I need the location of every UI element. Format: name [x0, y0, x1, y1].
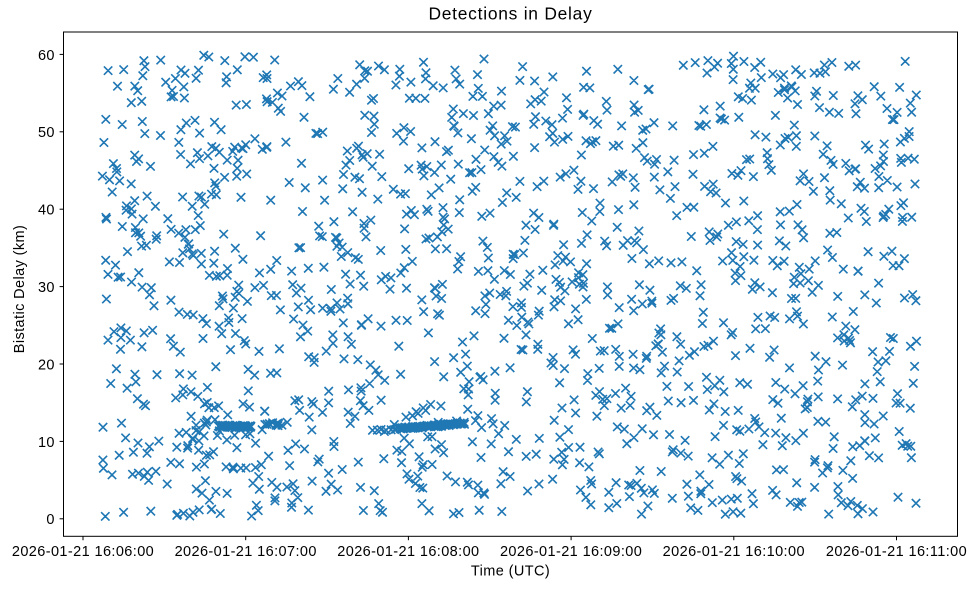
svg-text:2026-01-21 16:07:00: 2026-01-21 16:07:00	[175, 544, 317, 560]
svg-text:20: 20	[38, 357, 55, 373]
svg-text:0: 0	[46, 512, 54, 528]
svg-text:Bistatic Delay (km): Bistatic Delay (km)	[12, 225, 28, 353]
svg-text:40: 40	[38, 203, 55, 219]
svg-text:2026-01-21 16:08:00: 2026-01-21 16:08:00	[337, 544, 479, 560]
svg-text:60: 60	[38, 48, 55, 64]
svg-text:10: 10	[38, 435, 55, 451]
svg-text:30: 30	[38, 280, 55, 296]
svg-text:2026-01-21 16:10:00: 2026-01-21 16:10:00	[663, 544, 805, 560]
svg-text:2026-01-21 16:06:00: 2026-01-21 16:06:00	[12, 544, 154, 560]
svg-text:Detections in Delay: Detections in Delay	[428, 4, 592, 24]
svg-text:50: 50	[38, 125, 55, 141]
svg-text:2026-01-21 16:09:00: 2026-01-21 16:09:00	[500, 544, 642, 560]
svg-text:2026-01-21 16:11:00: 2026-01-21 16:11:00	[826, 544, 967, 560]
svg-text:Time (UTC): Time (UTC)	[471, 564, 550, 580]
